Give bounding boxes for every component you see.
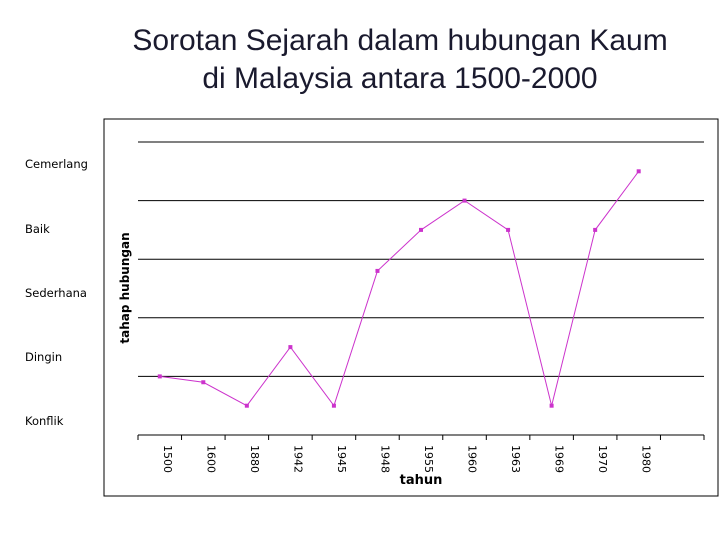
level-label-dingin: Dingin	[25, 350, 63, 364]
x-tick-label: 1969	[553, 445, 566, 473]
data-point	[375, 268, 380, 273]
data-point	[331, 403, 336, 408]
x-tick-label: 1960	[466, 445, 479, 473]
x-tick-label: 1963	[509, 445, 522, 473]
x-tick-label: 1948	[378, 445, 391, 473]
x-tick-label: 1955	[422, 445, 435, 473]
x-ticks: 1500 1600 1880 1942 1945 1948 1955 1960 1963 1969…	[137, 435, 705, 473]
data-point	[419, 227, 423, 232]
data-point	[462, 198, 467, 203]
data-point	[288, 345, 293, 350]
x-tick-label: 1500	[161, 445, 174, 473]
x-tick-label: 1970	[596, 445, 609, 473]
x-tick-label: 1880	[248, 445, 261, 473]
x-tick-label: 1942	[291, 445, 304, 473]
gridlines	[138, 141, 704, 377]
title-line-2: di Malaysia antara 1500-2000	[202, 62, 598, 95]
series-line	[159, 171, 640, 407]
series-group	[157, 169, 641, 408]
data-point	[201, 380, 206, 385]
data-point	[549, 403, 554, 408]
level-label-konflik: Konflik	[25, 414, 64, 428]
chart-frame	[103, 118, 719, 497]
chart-title: Sorotan Sejarah dalam hubungan Kaum di M…	[0, 22, 728, 98]
x-axis-label: tahun	[400, 473, 443, 488]
x-tick-label: 1945	[335, 445, 348, 473]
data-point	[506, 227, 511, 232]
data-point	[593, 227, 598, 232]
x-tick-label: 1980	[640, 445, 653, 473]
x-tick-label: 1600	[204, 445, 217, 473]
level-label-sederhana: Sederhana	[25, 286, 87, 300]
y-axis-label: tahap hubungan	[118, 232, 132, 343]
title-line-1: Sorotan Sejarah dalam hubungan Kaum	[132, 24, 668, 57]
data-point	[244, 403, 249, 408]
data-point	[636, 169, 641, 174]
level-label-cemerlang: Cemerlang	[25, 157, 88, 171]
data-point	[157, 374, 162, 379]
level-label-baik: Baik	[25, 222, 50, 236]
